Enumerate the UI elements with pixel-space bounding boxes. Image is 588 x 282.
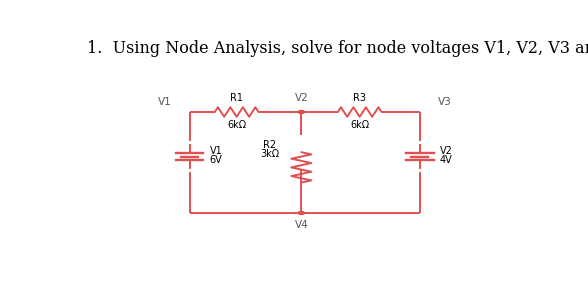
Text: V1: V1	[210, 146, 222, 156]
Text: R1: R1	[230, 93, 243, 103]
Text: V2: V2	[440, 146, 453, 156]
Circle shape	[298, 111, 305, 114]
Text: 6kΩ: 6kΩ	[350, 120, 369, 130]
Text: 6V: 6V	[210, 155, 222, 165]
Text: R3: R3	[353, 93, 366, 103]
Text: V4: V4	[295, 220, 308, 230]
Text: 3kΩ: 3kΩ	[260, 149, 279, 159]
Text: V2: V2	[295, 93, 308, 103]
Text: 6kΩ: 6kΩ	[227, 120, 246, 130]
Text: V3: V3	[438, 97, 452, 107]
Text: V1: V1	[158, 97, 172, 107]
Text: R2: R2	[263, 140, 276, 149]
Text: 1.  Using Node Analysis, solve for node voltages V1, V2, V3 and V4.: 1. Using Node Analysis, solve for node v…	[87, 40, 588, 57]
Text: 4V: 4V	[440, 155, 453, 165]
Circle shape	[298, 212, 305, 215]
